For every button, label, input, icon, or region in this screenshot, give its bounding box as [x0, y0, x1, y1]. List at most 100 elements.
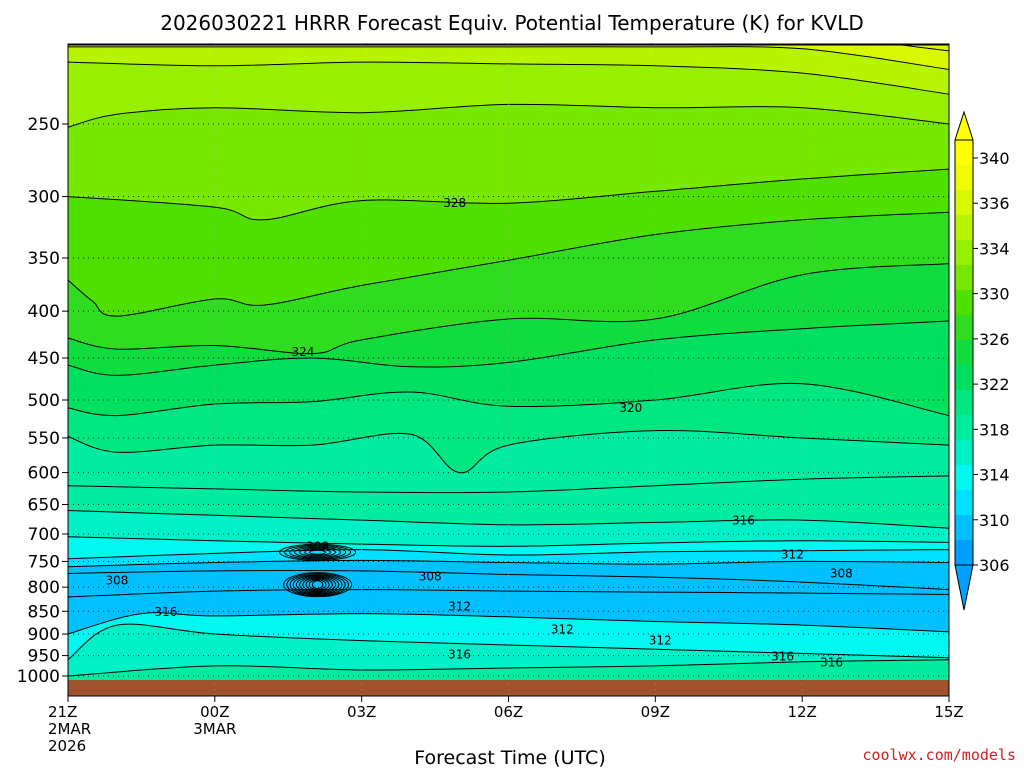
x-tick-label: 00Z — [200, 703, 229, 721]
colorbar-swatch — [955, 440, 973, 466]
y-tick-label: 250 — [28, 115, 60, 135]
y-axis: 250 300 350 400 450 500 550 600 650 700 750 800 850 9… — [17, 115, 68, 687]
inversion-contour — [294, 546, 342, 558]
contour-line — [68, 536, 949, 547]
y-tick-label: 550 — [28, 429, 60, 449]
contour-label: 308 — [830, 566, 853, 580]
colorbar-label: 334 — [979, 239, 1010, 258]
y-tick-label: 600 — [28, 464, 60, 484]
y-tick-label: 350 — [28, 249, 60, 269]
colorbar: 340 336 334 330 326 322 318 314 310 306 — [954, 110, 1010, 611]
contour-line — [68, 320, 949, 376]
colorbar-swatch — [955, 290, 973, 316]
contour-line — [68, 659, 949, 677]
x-tick-label: 09Z — [641, 703, 670, 721]
inversion-contour — [305, 578, 330, 591]
inversion-contour — [304, 548, 332, 556]
contour-line — [68, 623, 949, 661]
y-tick-label: 900 — [28, 625, 60, 645]
colorbar-label: 340 — [979, 149, 1010, 168]
inversion-contour — [289, 545, 347, 559]
y-tick-label: 850 — [28, 602, 60, 622]
contour-label: 316 — [820, 656, 843, 670]
y-tick-label: 700 — [28, 525, 60, 545]
contour-label: 316 — [732, 514, 755, 528]
y-tick-label: 650 — [28, 495, 60, 515]
inversion-contour — [311, 580, 324, 590]
contour-label: 308 — [419, 570, 442, 584]
x-tick-label: 2026 — [48, 737, 86, 755]
contour-label: 316 — [771, 649, 794, 663]
colorbar-label: 314 — [979, 466, 1010, 485]
inversion-contour — [284, 544, 352, 560]
colorbar-swatch — [955, 265, 973, 291]
inversion-contour — [289, 573, 346, 596]
colorbar-swatch — [955, 215, 973, 241]
colorbar-bottom-arrow — [954, 564, 974, 611]
contour-label: 316 — [154, 605, 177, 619]
colorbar-swatch — [955, 390, 973, 416]
inversion-contour — [302, 577, 333, 592]
contour-label: 308 — [105, 574, 128, 588]
y-tick-label: 450 — [28, 349, 60, 369]
colorbar-label: 330 — [979, 285, 1010, 304]
inversion-contour — [299, 576, 337, 593]
colorbar-swatch — [955, 365, 973, 391]
y-tick-label: 1000 — [17, 667, 60, 687]
contour-line — [68, 263, 949, 355]
contour-line — [68, 103, 949, 128]
inversion-contour — [299, 547, 337, 557]
colorbar-swatch — [955, 490, 973, 516]
inversion-contour — [292, 574, 343, 595]
y-tick-label: 500 — [28, 391, 60, 411]
x-tick-label: 3MAR — [193, 720, 236, 738]
inversion-contour — [279, 543, 357, 561]
colorbar-swatch — [955, 140, 973, 166]
contour-line — [68, 429, 949, 474]
contour-label: 312 — [649, 634, 672, 648]
x-tick-label: 12Z — [787, 703, 816, 721]
x-tick-label: 06Z — [494, 703, 523, 721]
colorbar-label: 318 — [979, 420, 1010, 439]
x-axis-label: Forecast Time (UTC) — [414, 747, 605, 768]
contour-label: 308 — [306, 539, 329, 553]
contour-labels: 328 324 320 316 312 308 308 308 308 316 312 312 312 3… — [105, 196, 852, 669]
inversion-contour — [308, 579, 327, 590]
credit-link[interactable]: coolwx.com/models — [862, 746, 1016, 764]
contour-line — [68, 211, 949, 317]
x-tick-label: 21Z — [48, 703, 77, 721]
contour-label: 324 — [291, 345, 314, 359]
contour-line — [68, 589, 949, 598]
colorbar-label: 322 — [979, 375, 1010, 394]
x-tick-label: 2MAR — [48, 720, 91, 738]
inversion-contour-cluster — [279, 543, 357, 598]
contour-label: 312 — [448, 600, 471, 614]
contour-line — [68, 61, 949, 95]
contour-label: 320 — [619, 401, 642, 415]
contour-label: 312 — [781, 547, 804, 561]
chart-title: 2026030221 HRRR Forecast Equiv. Potentia… — [160, 11, 864, 35]
y-tick-label: 400 — [28, 302, 60, 322]
inversion-contour — [295, 575, 340, 594]
x-tick-label: 03Z — [347, 703, 376, 721]
colorbar-swatch — [955, 340, 973, 366]
contour-label: 316 — [448, 648, 471, 662]
inversion-contour — [283, 572, 353, 598]
contour-line — [68, 46, 949, 70]
y-tick-label: 950 — [28, 647, 60, 667]
y-tick-label: 800 — [28, 578, 60, 598]
y-tick-label: 750 — [28, 552, 60, 572]
contour-line — [68, 168, 949, 221]
inversion-contour — [309, 549, 327, 555]
colorbar-swatch — [955, 240, 973, 266]
colorbar-swatch — [955, 540, 973, 566]
colorbar-label: 336 — [979, 194, 1010, 213]
colorbar-swatch — [955, 515, 973, 541]
colorbar-top-arrow — [954, 110, 974, 141]
colorbar-label: 326 — [979, 330, 1010, 349]
terrain-fill — [68, 679, 949, 696]
contour-line — [68, 612, 949, 635]
terrain-strip — [68, 679, 949, 696]
